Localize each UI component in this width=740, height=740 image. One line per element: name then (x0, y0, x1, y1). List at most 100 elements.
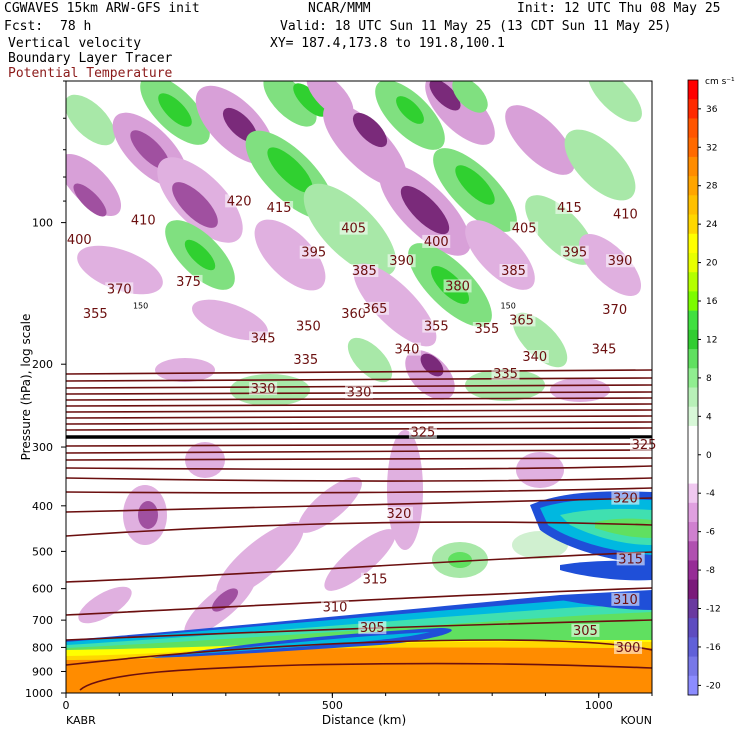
theta-contours (66, 369, 652, 691)
cross-section-endpoints: XY= 187.4,173.8 to 191.8,100.1 (270, 36, 505, 51)
theta-contour-label: 370 (107, 282, 132, 297)
color-bar-label: 16 (706, 297, 718, 307)
forecast-hour: 78 h (60, 19, 92, 34)
theta-label-bg (249, 331, 278, 345)
color-bar: 36 32 28 24 20 16 12 8 4 0 -4 -6 -8 -12 -16 -20 (687, 79, 721, 696)
theta-label-bg (392, 342, 421, 356)
field-potential-temperature: Potential Temperature (8, 66, 173, 81)
theta-label-bg (360, 572, 389, 586)
color-bar-swatch (688, 502, 698, 523)
x-axis-title: Distance (km) (322, 713, 406, 727)
y-axis-title: Pressure (hPa), log scale (19, 314, 33, 461)
color-bar-label: -8 (706, 566, 715, 576)
theta-contour-label: 415 (557, 201, 582, 216)
color-bar-swatch (688, 445, 698, 465)
theta-contour-label: 330 (347, 386, 372, 401)
theta-contour-label: 405 (512, 222, 537, 237)
theta-contour-label: 415 (267, 201, 292, 216)
theta-contour-label: 360 (341, 307, 366, 322)
theta-contour-label: 390 (608, 254, 633, 269)
valid-time: Valid: 18 UTC Sun 11 May 25 (13 CDT Sun … (280, 19, 672, 34)
color-bar-units: cm s⁻¹ (705, 77, 735, 87)
color-bar-swatch (688, 137, 698, 158)
color-bar-swatch (688, 252, 698, 273)
theta-label-bg (507, 313, 536, 327)
theta-contour-label: 310 (613, 593, 638, 608)
theta-contour-label: 315 (618, 552, 643, 567)
color-bar-swatch (688, 368, 698, 388)
color-bar-swatch (688, 118, 698, 139)
theta-contour-label: 325 (411, 425, 436, 440)
theta-label-bg (350, 264, 379, 278)
color-bar-label: -4 (706, 489, 715, 499)
tropopause-label-bg (128, 300, 153, 310)
theta-label-bg (321, 600, 350, 614)
theta-label-bg (174, 274, 203, 288)
theta-label-bg (358, 621, 387, 635)
theta-label-bg (590, 342, 619, 356)
theta-contour-label: 345 (251, 331, 276, 346)
theta-label-bg (408, 425, 437, 439)
x-tick-label: 500 (322, 699, 343, 712)
color-bar-label: -6 (706, 528, 715, 538)
theta-label-bg (499, 264, 528, 278)
color-bar-label: 24 (706, 220, 718, 230)
x-tick-label: 0 (63, 699, 70, 712)
field-boundary-layer-tracer: Boundary Layer Tracer (8, 51, 173, 66)
theta-contour-label: 335 (293, 353, 318, 368)
theta-contour-label: 335 (493, 367, 518, 382)
color-bar-swatch (688, 80, 698, 100)
color-bar-swatch (688, 598, 698, 619)
theta-label-bg (65, 233, 94, 247)
theta-contour-label: 305 (573, 624, 598, 639)
color-bar-swatch (688, 99, 698, 119)
theta-label-bg (614, 640, 643, 654)
theta-label-bg (630, 438, 659, 452)
color-bar-swatch (688, 349, 698, 369)
theta-label-bg (129, 213, 158, 227)
tropopause-label: 150 (133, 301, 148, 310)
theta-contour-label: 375 (176, 275, 201, 290)
theta-label-bg (606, 254, 635, 268)
theta-label-bg (443, 279, 472, 293)
y-tick-label: 200 (32, 358, 53, 371)
color-bar-swatch (688, 272, 698, 292)
theta-contour-label: 340 (395, 343, 420, 358)
color-bar-swatch (688, 214, 698, 235)
theta-contour-label: 420 (227, 194, 252, 209)
theta-label-bg (491, 367, 520, 381)
y-tick-label: 500 (32, 545, 53, 558)
tropopause-label: 150 (501, 301, 516, 310)
theta-contour-label: 345 (592, 343, 617, 358)
color-bar-swatch (688, 464, 698, 485)
color-bar-swatch (688, 156, 698, 177)
theta-contour-label: 355 (83, 307, 108, 322)
gravity-wave-pattern (66, 81, 642, 406)
color-bar-label: -20 (706, 681, 721, 691)
theta-label-bg (472, 322, 501, 336)
theta-label-bg (616, 552, 645, 566)
vertical-velocity-shading (66, 81, 652, 693)
color-bar-label: 8 (706, 374, 712, 384)
color-bar-label: -12 (706, 605, 721, 615)
color-bar-swatch (688, 637, 698, 658)
theta-contour-label: 385 (352, 264, 377, 279)
color-bar-swatch (688, 560, 698, 581)
theta-label-bg (339, 307, 368, 321)
theta-label-bg (571, 623, 600, 637)
color-bar-label: 4 (706, 412, 712, 422)
theta-label-bg (520, 350, 549, 364)
theta-label-bg (105, 282, 134, 296)
theta-contour-label: 355 (424, 320, 449, 335)
color-bar-swatch (688, 387, 698, 408)
theta-label-bg (345, 385, 373, 399)
color-bar-swatch (688, 483, 698, 504)
y-tick-label: 1000 (25, 687, 53, 700)
boundary-layer-tracer (66, 491, 652, 693)
color-bar-swatch (688, 579, 698, 600)
theta-contour-label: 310 (323, 601, 348, 616)
color-bar-swatch (688, 425, 698, 446)
theta-contour-label: 320 (613, 492, 638, 507)
theta-label-bg (265, 200, 294, 214)
color-bar-swatch (688, 522, 698, 542)
